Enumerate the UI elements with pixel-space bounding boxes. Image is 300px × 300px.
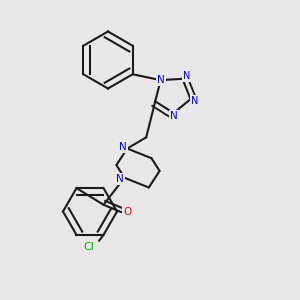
Text: Cl: Cl — [83, 242, 94, 252]
Text: O: O — [123, 207, 132, 217]
Text: N: N — [119, 142, 127, 152]
Text: N: N — [157, 75, 164, 85]
Text: N: N — [170, 111, 178, 121]
Text: N: N — [116, 174, 124, 184]
Text: N: N — [183, 71, 191, 81]
Text: N: N — [191, 96, 199, 106]
